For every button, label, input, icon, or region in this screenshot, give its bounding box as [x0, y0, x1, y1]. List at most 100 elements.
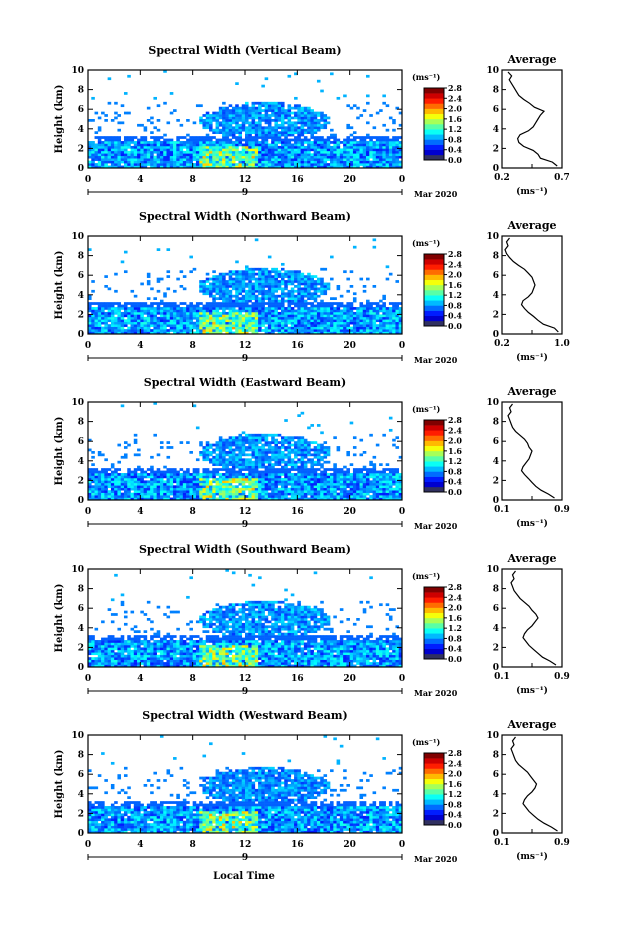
avg-x-tick-label: 0.9 [554, 838, 570, 848]
colorbar-tick-label: 2.4 [448, 259, 462, 269]
colorbar-tick-label: 0.4 [448, 145, 462, 155]
y-tick-label: 4 [78, 790, 84, 800]
y-axis-label: Height (km) [54, 251, 65, 320]
colorbar-tick-label: 1.6 [448, 446, 462, 456]
x-tick-label: 16 [291, 507, 304, 517]
average-panel: Average 0 2 4 6 8 10 0.1 0.9 (ms⁻¹) [486, 718, 569, 862]
avg-y-tick-label: 8 [493, 86, 499, 96]
y-tick-label: 2 [78, 310, 84, 320]
colorbar-frame [423, 87, 445, 161]
avg-y-tick-label: 2 [493, 809, 499, 819]
avg-y-tick-label: 0 [493, 164, 499, 174]
panel-0: Spectral Width (Vertical Beam) 0 2 4 6 8 10 Hei… [54, 44, 570, 199]
x-tick-label: 8 [190, 175, 196, 185]
colorbar-tick-label: 1.2 [448, 789, 462, 799]
x-tick-label: 20 [343, 175, 356, 185]
panel-4: Spectral Width (Westward Beam) 0 2 4 6 8 10 Hei… [54, 709, 570, 864]
colorbar-unit: (ms⁻¹) [412, 238, 440, 248]
colorbar-tick-label: 0.4 [448, 644, 462, 654]
colorbar-unit: (ms⁻¹) [412, 72, 440, 82]
colorbar: 0.00.40.81.21.62.02.42.8 [423, 748, 462, 830]
colorbar-tick-label: 0.0 [448, 155, 462, 165]
y-tick-label: 8 [78, 585, 84, 595]
y-tick-label: 4 [78, 291, 84, 301]
average-xlabel: (ms⁻¹) [516, 352, 548, 363]
y-tick-label: 6 [78, 105, 84, 115]
y-tick-label: 0 [78, 330, 84, 340]
colorbar-tick-label: 2.0 [448, 104, 462, 114]
date-label: Mar 2020 [414, 688, 458, 698]
y-tick-label: 0 [78, 164, 84, 174]
panel-2: Spectral Width (Eastward Beam) 0 2 4 6 8 10 Hei… [54, 376, 570, 531]
avg-y-tick-label: 8 [493, 751, 499, 761]
colorbar-tick-label: 2.8 [448, 83, 462, 93]
y-tick-label: 10 [71, 66, 84, 76]
x-tick-label: 0 [399, 341, 405, 351]
avg-y-tick-label: 0 [493, 829, 499, 839]
local-time-xlabel: Local Time [213, 871, 275, 882]
average-xlabel: (ms⁻¹) [516, 186, 548, 197]
y-tick-label: 6 [78, 604, 84, 614]
average-frame [501, 69, 563, 169]
avg-y-tick-label: 8 [493, 418, 499, 428]
avg-y-tick-label: 6 [493, 770, 499, 780]
colorbar-unit: (ms⁻¹) [412, 737, 440, 747]
x-tick-label: 12 [239, 674, 252, 684]
x-tick-label: 12 [239, 341, 252, 351]
y-tick-label: 0 [78, 829, 84, 839]
colorbar-tick-label: 2.8 [448, 249, 462, 259]
avg-y-tick-label: 8 [493, 585, 499, 595]
avg-y-tick-label: 4 [493, 790, 499, 800]
y-tick-label: 0 [78, 496, 84, 506]
colorbar-tick-label: 0.0 [448, 820, 462, 830]
date-marker: 9 [242, 687, 248, 697]
colorbar-tick-label: 1.2 [448, 456, 462, 466]
y-tick-label: 8 [78, 86, 84, 96]
avg-y-tick-label: 10 [486, 565, 499, 575]
avg-y-tick-label: 2 [493, 643, 499, 653]
x-tick-label: 0 [399, 674, 405, 684]
avg-y-tick-label: 4 [493, 291, 499, 301]
avg-x-tick-label: 0.2 [494, 339, 510, 349]
colorbar-unit: (ms⁻¹) [412, 404, 440, 414]
y-tick-label: 2 [78, 476, 84, 486]
average-title: Average [506, 718, 556, 731]
y-tick-label: 10 [71, 565, 84, 575]
y-tick-label: 0 [78, 663, 84, 673]
y-tick-label: 2 [78, 643, 84, 653]
colorbar-tick-label: 0.0 [448, 487, 462, 497]
colorbar-tick-label: 2.8 [448, 582, 462, 592]
avg-y-tick-label: 0 [493, 330, 499, 340]
colorbar-tick-label: 2.0 [448, 270, 462, 280]
average-profile-line [507, 403, 555, 499]
x-tick-label: 4 [137, 840, 143, 850]
x-tick-label: 16 [291, 341, 304, 351]
colorbar-tick-label: 0.4 [448, 477, 462, 487]
colorbar-tick-label: 2.8 [448, 748, 462, 758]
panel-title: Spectral Width (Eastward Beam) [144, 376, 346, 389]
y-tick-label: 6 [78, 770, 84, 780]
x-tick-label: 20 [343, 674, 356, 684]
avg-y-tick-label: 6 [493, 437, 499, 447]
average-title: Average [506, 385, 556, 398]
colorbar: 0.00.40.81.21.62.02.42.8 [423, 249, 462, 331]
x-tick-label: 8 [190, 507, 196, 517]
x-tick-label: 16 [291, 840, 304, 850]
heatmap-cells [88, 569, 403, 668]
average-profile-line [507, 71, 558, 167]
colorbar: 0.00.40.81.21.62.02.42.8 [423, 582, 462, 664]
avg-y-tick-label: 2 [493, 310, 499, 320]
colorbar-tick-label: 0.4 [448, 810, 462, 820]
avg-y-tick-label: 10 [486, 66, 499, 76]
y-tick-label: 8 [78, 252, 84, 262]
colorbar-frame [423, 253, 445, 327]
avg-y-tick-label: 2 [493, 144, 499, 154]
heatmap-cells [88, 238, 403, 335]
colorbar-tick-label: 1.2 [448, 623, 462, 633]
y-tick-label: 2 [78, 809, 84, 819]
y-tick-label: 4 [78, 125, 84, 135]
avg-y-tick-label: 6 [493, 271, 499, 281]
average-panel: Average 0 2 4 6 8 10 0.2 1.0 (ms⁻¹) [486, 219, 569, 363]
colorbar-tick-label: 2.4 [448, 758, 462, 768]
average-title: Average [506, 53, 556, 66]
